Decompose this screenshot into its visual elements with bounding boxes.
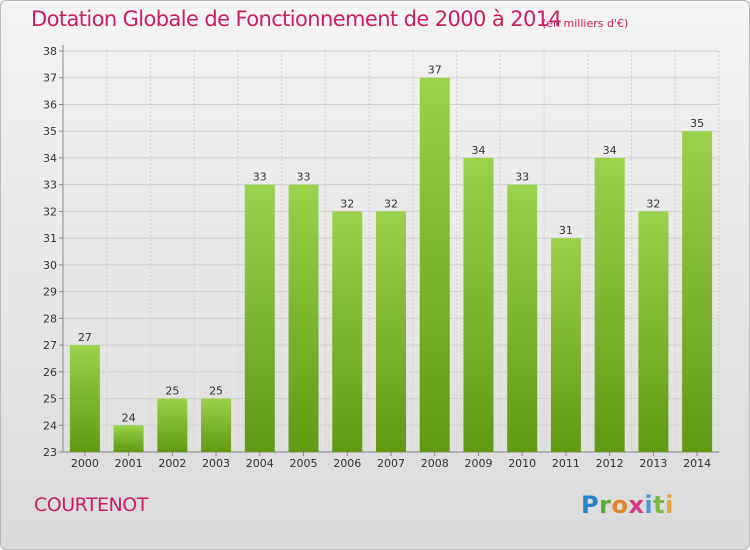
bar-2014	[682, 131, 713, 452]
value-label-2006: 32	[340, 197, 354, 210]
y-tick-label: 27	[43, 339, 57, 352]
y-tick-label: 24	[43, 419, 57, 432]
y-tick-label: 33	[43, 179, 57, 192]
y-tick-label: 26	[43, 366, 57, 379]
y-tick-label: 30	[43, 259, 57, 272]
bar-2010	[507, 184, 538, 452]
proxiti-logo: Proxiti	[581, 491, 674, 519]
x-tick-label-2009: 2009	[464, 457, 492, 470]
value-label-2002: 25	[165, 385, 179, 398]
y-tick-label: 37	[43, 72, 57, 85]
y-tick-label: 23	[43, 446, 57, 459]
bars	[69, 77, 713, 452]
value-label-2013: 32	[646, 197, 660, 210]
bar-2006	[332, 211, 363, 452]
bar-2013	[638, 211, 669, 452]
value-label-2014: 35	[690, 117, 704, 130]
axes: 23 24 25 26 27 28 29 30 31 32 33 34 35 36 37 38 2000 2001…	[43, 45, 719, 470]
x-tick-label-2001: 2001	[115, 457, 143, 470]
x-tick-label-2004: 2004	[246, 457, 274, 470]
bar-2009	[463, 157, 494, 452]
bar-2001	[113, 425, 144, 452]
x-tick-label-2002: 2002	[158, 457, 186, 470]
y-tick-label: 31	[43, 232, 57, 245]
value-label-2009: 34	[471, 144, 485, 157]
value-label-2010: 33	[515, 171, 529, 184]
y-tick-label: 25	[43, 393, 57, 406]
bar-2004	[244, 184, 275, 452]
value-label-2001: 24	[122, 411, 136, 424]
x-tick-label-2007: 2007	[377, 457, 405, 470]
chart-unit: (en milliers d'€)	[542, 17, 629, 30]
bar-2005	[288, 184, 319, 452]
y-tick-label: 36	[43, 98, 57, 111]
value-label-2005: 33	[297, 171, 311, 184]
value-label-2008: 37	[428, 64, 442, 77]
value-label-2004: 33	[253, 171, 267, 184]
x-tick-label-2003: 2003	[202, 457, 230, 470]
y-tick-label: 34	[43, 152, 57, 165]
x-tick-label-2011: 2011	[552, 457, 580, 470]
value-label-2003: 25	[209, 385, 223, 398]
chart-title: Dotation Globale de Fonctionnement de 20…	[31, 7, 562, 31]
x-tick-label-2012: 2012	[596, 457, 624, 470]
bar-2007	[376, 211, 406, 452]
value-label-2011: 31	[559, 224, 573, 237]
x-tick-label-2008: 2008	[421, 457, 449, 470]
commune-name: COURTENOT	[34, 494, 148, 516]
x-tick-label-2013: 2013	[639, 457, 667, 470]
value-label-2012: 34	[603, 144, 617, 157]
x-tick-label-2000: 2000	[71, 457, 99, 470]
x-tick-label-2005: 2005	[290, 457, 318, 470]
bar-2011	[550, 238, 581, 452]
data-labels: 27 24 25 25 33 33 32 32 37 34 33 31 34 32 35	[78, 64, 704, 425]
y-tick-label: 29	[43, 286, 57, 299]
x-tick-label-2014: 2014	[683, 457, 711, 470]
x-tick-label-2010: 2010	[508, 457, 536, 470]
y-tick-label: 35	[43, 125, 57, 138]
bar-2002	[157, 398, 188, 452]
x-tick-label-2006: 2006	[333, 457, 361, 470]
value-label-2007: 32	[384, 197, 398, 210]
bar-2012	[594, 157, 625, 452]
value-label-2000: 27	[78, 331, 92, 344]
y-tick-label: 38	[43, 45, 57, 58]
bar-2003	[201, 398, 232, 452]
bar-2008	[419, 77, 450, 452]
bar-2000	[69, 345, 100, 452]
y-tick-label: 32	[43, 205, 57, 218]
y-tick-label: 28	[43, 312, 57, 325]
